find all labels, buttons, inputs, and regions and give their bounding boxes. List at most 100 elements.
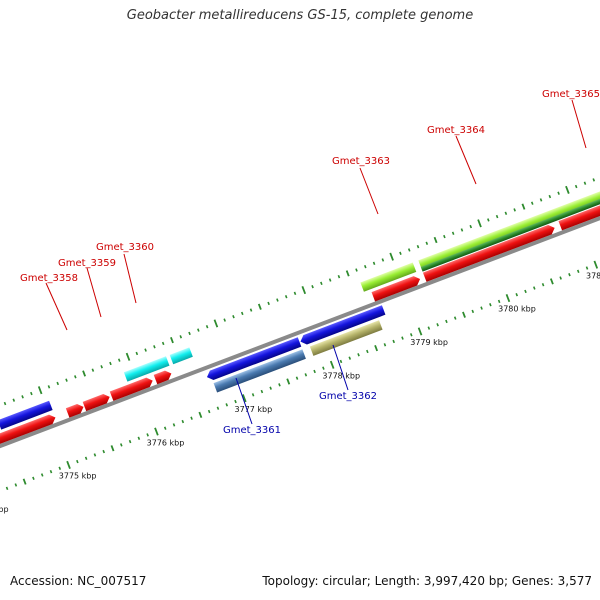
tick-mark [3,401,7,406]
tick-mark [284,295,288,299]
tick-mark [49,469,53,474]
tick-mark [539,198,543,202]
tick-mark [469,224,473,229]
tick-mark [574,184,578,189]
feature-gmet-3360[interactable] [169,347,193,365]
tick-mark [93,453,97,457]
tick-mark [135,351,139,356]
callout-line [455,135,477,185]
scale-label: 3775 kbp [59,472,97,481]
tick-mark [32,476,35,480]
gene-label-gmet-3360[interactable]: Gmet_3360 [96,242,154,253]
tick-mark [436,323,439,327]
forward-tick-marks [3,178,596,406]
cds-forward-red[interactable] [371,274,422,302]
feature-gmet-3359[interactable] [123,356,170,382]
tick-mark [249,308,253,312]
tick-mark [234,399,237,404]
tick-mark [497,299,501,304]
feature-gmet-3362[interactable] [309,320,383,356]
cds-forward-red[interactable] [558,196,600,231]
tick-mark [190,416,193,420]
gene-label-gmet-3364[interactable]: Gmet_3364 [427,125,485,136]
feature-gmet-3363[interactable] [360,262,417,292]
tick-mark [505,293,511,303]
tick-mark [348,356,352,360]
tick-mark [364,264,367,269]
callout-line [571,99,587,149]
feature-forward-blue[interactable] [0,400,53,430]
feature-gmet-3365[interactable] [420,192,600,272]
cds-forward-red[interactable] [422,223,556,282]
tick-mark [515,293,519,297]
gene-label-gmet-3359[interactable]: Gmet_3359 [58,258,116,269]
tick-mark [84,456,88,460]
tick-mark [56,381,60,386]
genome-track: 3774 kbp 3775 kbp 3776 kbp 3777 kbp 3778 kbp… [0,178,600,514]
tick-mark [549,278,554,285]
tick-mark [541,283,545,287]
tick-mark [102,449,105,454]
tick-mark [295,376,299,380]
tick-mark [144,348,147,352]
gene-label-gmet-3361[interactable]: Gmet_3361 [223,425,281,436]
tick-mark [489,303,492,307]
feature-gmet-3361[interactable] [213,349,306,393]
tick-mark [329,360,335,369]
cds-forward-red[interactable] [153,369,173,385]
tick-mark [425,241,429,245]
callout-line [86,267,102,318]
tick-mark [389,252,394,261]
callout-line [359,167,379,215]
tick-mark [188,331,191,336]
tick-mark [355,268,358,272]
scale-label: 3776 kbp [147,438,185,447]
tick-mark [216,406,220,410]
tick-mark [117,358,121,362]
tick-mark [383,343,387,347]
callout-line [45,282,68,331]
cds-forward-red[interactable] [65,402,85,418]
tick-mark [301,285,307,295]
tick-mark [198,411,203,419]
tick-mark [495,214,499,219]
tick-mark [47,385,51,389]
cds-reverse-blue[interactable] [205,337,302,382]
scale-label: 3780 kbp [498,305,536,314]
tick-mark [21,395,24,399]
cds-forward-red[interactable] [0,413,57,446]
accession-text: Accession: NC_007517 [10,574,147,588]
cds-reverse-blue[interactable] [299,305,386,346]
tick-mark [40,473,44,477]
tick-mark [357,353,360,357]
gene-label-gmet-3362[interactable]: Gmet_3362 [319,391,377,402]
chromosome-backbone [0,178,600,481]
tick-mark [339,359,343,364]
tick-mark [487,218,490,222]
cds-forward-red[interactable] [82,392,112,412]
tick-mark [110,445,115,452]
tick-mark [120,443,123,447]
tick-mark [583,181,587,185]
tick-mark [30,391,33,396]
feature-gmet-3364[interactable] [418,185,600,270]
tick-mark [286,378,291,385]
gene-label-gmet-3363[interactable]: Gmet_3363 [332,156,390,167]
tick-mark [58,466,62,470]
gene-label-gmet-3358[interactable]: Gmet_3358 [20,273,78,284]
tick-mark [392,339,395,344]
scale-label: 3779 kbp [410,338,448,347]
tick-mark [153,345,156,349]
tick-mark [409,333,413,337]
tick-mark [14,483,18,487]
cds-forward-red[interactable] [109,376,155,401]
forward-gene-labels: Gmet_3358 Gmet_3359 Gmet_3360 Gmet_3363 … [20,89,600,331]
gene-label-gmet-3365[interactable]: Gmet_3365 [542,89,600,100]
tick-mark [576,269,580,274]
scale-labels: 3774 kbp 3775 kbp 3776 kbp 3777 kbp 3778 kbp… [0,271,600,514]
tick-mark [293,291,297,296]
tick-mark [91,368,95,372]
tick-mark [372,261,376,266]
tick-mark [304,373,308,377]
tick-mark [181,419,185,424]
